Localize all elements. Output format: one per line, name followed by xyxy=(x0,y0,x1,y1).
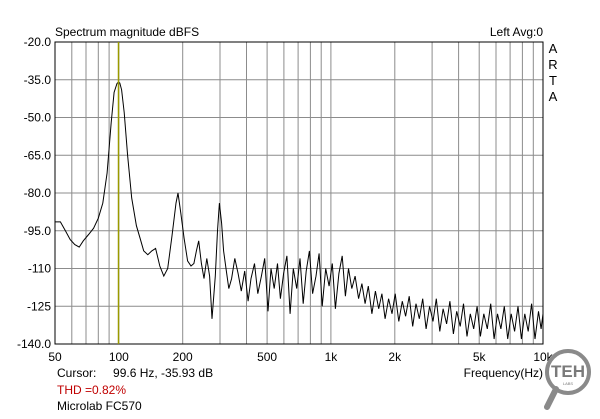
watermark-letter: A xyxy=(549,41,558,56)
device-name: Microlab FC570 xyxy=(57,399,142,413)
x-axis-label: Frequency(Hz) xyxy=(464,366,543,380)
cursor-label: Cursor: xyxy=(57,366,97,380)
logo-subtext: LABS xyxy=(563,381,574,386)
y-tick-label: -110 xyxy=(28,262,51,276)
tehlabs-logo: TEH LABS xyxy=(544,349,591,410)
x-tick-label: 1k xyxy=(325,350,339,364)
y-tick-label: -20.0 xyxy=(24,35,52,49)
watermark-letter: A xyxy=(549,89,558,104)
x-tick-label: 5k xyxy=(473,350,487,364)
y-tick-label: -50.0 xyxy=(24,111,52,125)
thd-readout: THD =0.82% xyxy=(57,383,127,397)
cursor-value: 99.6 Hz, -35.93 dB xyxy=(113,366,214,380)
logo-text: TEH xyxy=(551,362,585,381)
y-tick-label: -140.0 xyxy=(17,337,51,351)
watermark-letter: R xyxy=(548,57,557,72)
x-tick-label: 50 xyxy=(48,350,62,364)
grid xyxy=(54,41,544,345)
logo-handle xyxy=(544,386,559,410)
y-tick-label: -65.0 xyxy=(24,148,52,162)
x-tick-label: 2k xyxy=(388,350,402,364)
x-tick-label: 100 xyxy=(109,350,129,364)
cursor-readout: Cursor: 99.6 Hz, -35.93 dB xyxy=(57,366,213,380)
data-layer xyxy=(55,42,544,344)
x-tick-label: 500 xyxy=(257,350,277,364)
y-tick-label: -125 xyxy=(27,299,51,313)
x-tick-label: 200 xyxy=(173,350,193,364)
series-line-0 xyxy=(55,81,544,340)
chart-title: Spectrum magnitude dBFS xyxy=(55,25,199,39)
watermark-letter: T xyxy=(549,73,557,88)
tick-labels: -20.0 -35.0 -50.0 -65.0 -80.0 -95.0 -110 -125 -1… xyxy=(17,35,554,364)
logo-ring xyxy=(545,349,591,395)
y-tick-label: -35.0 xyxy=(24,73,52,87)
channel-label: Left Avg:0 xyxy=(490,25,543,39)
y-tick-label: -95.0 xyxy=(24,224,52,238)
y-tick-label: -80.0 xyxy=(24,186,52,200)
plot-frame xyxy=(54,41,544,345)
